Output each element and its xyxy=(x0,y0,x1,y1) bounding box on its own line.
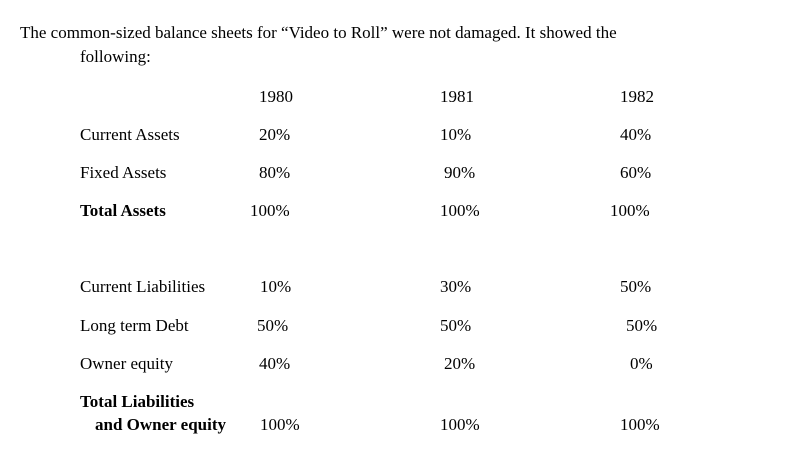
cell-total-assets-1981: 100% xyxy=(440,201,480,220)
cell-owner-equity-1980: 40% xyxy=(259,354,291,373)
cell-current-liabilities-1981: 30% xyxy=(440,277,472,296)
row-label-owner-equity: Owner equity xyxy=(80,354,174,373)
cell-fixed-assets-1980: 80% xyxy=(259,163,291,182)
cell-total-liabilities-1980: 100% xyxy=(260,415,300,434)
year-header-1981: 1981 xyxy=(440,87,474,106)
cell-total-liabilities-1982: 100% xyxy=(620,415,660,434)
cell-owner-equity-1981: 20% xyxy=(444,354,476,373)
row-label-long-term-debt: Long term Debt xyxy=(80,316,189,335)
intro-line-1: The common-sized balance sheets for “Vid… xyxy=(20,23,617,42)
cell-current-assets-1981: 10% xyxy=(440,125,472,144)
row-label-fixed-assets: Fixed Assets xyxy=(80,163,167,182)
cell-owner-equity-1982: 0% xyxy=(630,354,653,373)
cell-current-liabilities-1980: 10% xyxy=(260,277,292,296)
year-header-1980: 1980 xyxy=(259,87,293,106)
cell-long-term-debt-1980: 50% xyxy=(257,316,289,335)
cell-long-term-debt-1981: 50% xyxy=(440,316,472,335)
cell-current-liabilities-1982: 50% xyxy=(620,277,652,296)
cell-current-assets-1982: 40% xyxy=(620,125,652,144)
cell-long-term-debt-1982: 50% xyxy=(626,316,658,335)
year-header-1982: 1982 xyxy=(620,87,654,106)
cell-total-assets-1982: 100% xyxy=(610,201,650,220)
cell-fixed-assets-1982: 60% xyxy=(620,163,652,182)
intro-line-2: following: xyxy=(80,47,151,66)
row-label-current-liabilities: Current Liabilities xyxy=(80,277,206,296)
cell-fixed-assets-1981: 90% xyxy=(444,163,476,182)
cell-total-liabilities-1981: 100% xyxy=(440,415,480,434)
cell-current-assets-1980: 20% xyxy=(259,125,291,144)
row-label-total-liabilities-line2: and Owner equity xyxy=(95,415,226,434)
row-label-total-assets: Total Assets xyxy=(80,201,166,220)
cell-total-assets-1980: 100% xyxy=(250,201,290,220)
row-label-total-liabilities-line1: Total Liabilities xyxy=(80,392,195,411)
row-label-current-assets: Current Assets xyxy=(80,125,180,144)
